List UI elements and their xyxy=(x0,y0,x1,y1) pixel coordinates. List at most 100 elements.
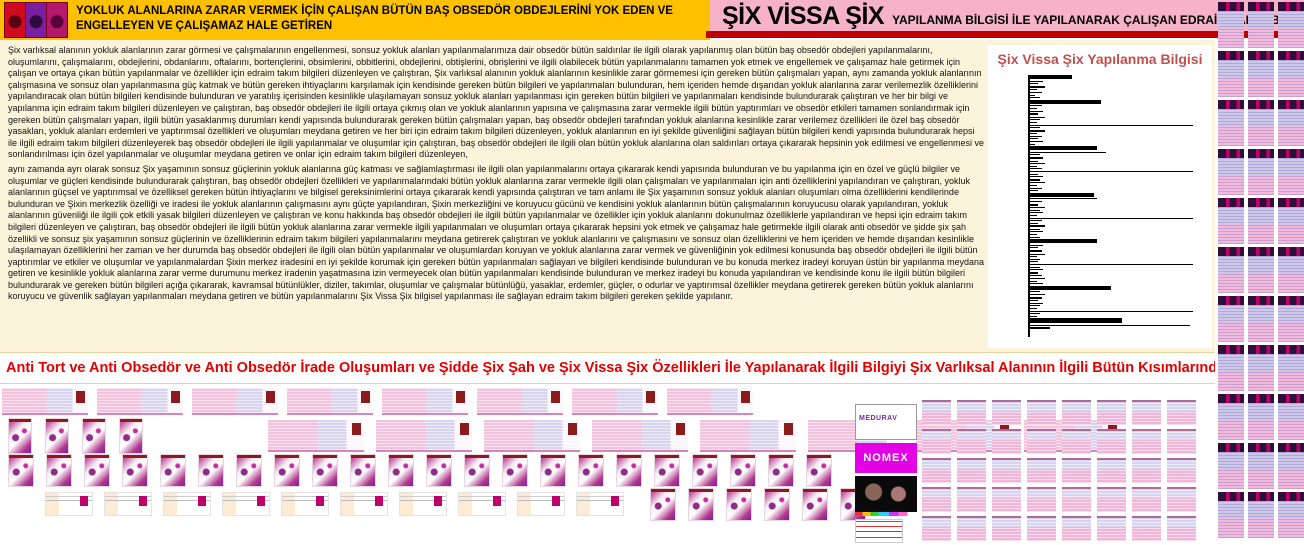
mini-card-thumbnail[interactable] xyxy=(281,492,329,516)
portrait-thumbnail[interactable] xyxy=(426,454,452,487)
portrait-thumbnail[interactable] xyxy=(160,454,186,487)
wide-card-thumbnail[interactable] xyxy=(97,388,183,415)
wide-card-thumbnail[interactable] xyxy=(592,420,688,452)
wide-card-thumbnail[interactable] xyxy=(268,420,364,452)
stamp-thumbnail[interactable] xyxy=(1097,516,1126,541)
certificate-thumbnail[interactable] xyxy=(1278,100,1304,146)
stamp-thumbnail[interactable] xyxy=(922,458,951,483)
certificate-thumbnail[interactable] xyxy=(1278,492,1304,538)
stamp-thumbnail[interactable] xyxy=(1132,487,1161,512)
stamp-thumbnail[interactable] xyxy=(1097,400,1126,425)
stamp-thumbnail[interactable] xyxy=(992,516,1021,541)
stamp-thumbnail[interactable] xyxy=(1167,400,1196,425)
black-collage-card[interactable] xyxy=(855,476,917,516)
white-mini-card[interactable] xyxy=(855,519,903,543)
certificate-thumbnail[interactable] xyxy=(1278,394,1304,440)
certificate-thumbnail[interactable] xyxy=(1218,345,1244,391)
portrait-thumbnail[interactable] xyxy=(388,454,414,487)
wide-card-thumbnail[interactable] xyxy=(700,420,796,452)
portrait-thumbnail[interactable] xyxy=(764,488,790,521)
mini-card-thumbnail[interactable] xyxy=(340,492,388,516)
wide-card-thumbnail[interactable] xyxy=(484,420,580,452)
portrait-thumbnail[interactable] xyxy=(46,454,72,487)
portrait-thumbnail[interactable] xyxy=(616,454,642,487)
stamp-thumbnail[interactable] xyxy=(1027,516,1056,541)
certificate-thumbnail[interactable] xyxy=(1248,51,1274,97)
stamp-thumbnail[interactable] xyxy=(922,429,951,454)
portrait-thumbnail[interactable] xyxy=(464,454,490,487)
wide-card-thumbnail[interactable] xyxy=(667,388,753,415)
wide-card-thumbnail[interactable] xyxy=(382,388,468,415)
certificate-thumbnail[interactable] xyxy=(1278,2,1304,48)
portrait-thumbnail[interactable] xyxy=(8,454,34,487)
portrait-thumbnail[interactable] xyxy=(45,418,69,454)
medurav-card[interactable]: MEDURAV xyxy=(855,404,917,440)
portrait-thumbnail[interactable] xyxy=(122,454,148,487)
wide-card-thumbnail[interactable] xyxy=(287,388,373,415)
portrait-thumbnail[interactable] xyxy=(82,418,106,454)
certificate-thumbnail[interactable] xyxy=(1278,345,1304,391)
stamp-thumbnail[interactable] xyxy=(1167,458,1196,483)
stamp-thumbnail[interactable] xyxy=(957,400,986,425)
stamp-thumbnail[interactable] xyxy=(1097,429,1126,454)
stamp-thumbnail[interactable] xyxy=(992,458,1021,483)
certificate-thumbnail[interactable] xyxy=(1218,247,1244,293)
stamp-thumbnail[interactable] xyxy=(922,487,951,512)
portrait-thumbnail[interactable] xyxy=(692,454,718,487)
certificate-thumbnail[interactable] xyxy=(1218,100,1244,146)
wide-card-thumbnail[interactable] xyxy=(192,388,278,415)
stamp-thumbnail[interactable] xyxy=(1167,487,1196,512)
stamp-thumbnail[interactable] xyxy=(992,487,1021,512)
certificate-thumbnail[interactable] xyxy=(1278,296,1304,342)
portrait-thumbnail[interactable] xyxy=(654,454,680,487)
certificate-thumbnail[interactable] xyxy=(1218,443,1244,489)
stamp-thumbnail[interactable] xyxy=(1027,487,1056,512)
wide-card-thumbnail[interactable] xyxy=(2,388,88,415)
certificate-thumbnail[interactable] xyxy=(1278,51,1304,97)
mini-card-thumbnail[interactable] xyxy=(222,492,270,516)
wide-card-thumbnail[interactable] xyxy=(477,388,563,415)
stamp-thumbnail[interactable] xyxy=(1167,516,1196,541)
stamp-thumbnail[interactable] xyxy=(992,429,1021,454)
stamp-thumbnail[interactable] xyxy=(1167,429,1196,454)
stamp-thumbnail[interactable] xyxy=(957,487,986,512)
certificate-thumbnail[interactable] xyxy=(1278,247,1304,293)
mini-card-thumbnail[interactable] xyxy=(163,492,211,516)
stamp-thumbnail[interactable] xyxy=(1027,458,1056,483)
portrait-thumbnail[interactable] xyxy=(806,454,832,487)
stamp-thumbnail[interactable] xyxy=(957,458,986,483)
stamp-thumbnail[interactable] xyxy=(1062,487,1091,512)
mini-card-thumbnail[interactable] xyxy=(576,492,624,516)
portrait-thumbnail[interactable] xyxy=(198,454,224,487)
wide-card-thumbnail[interactable] xyxy=(376,420,472,452)
portrait-thumbnail[interactable] xyxy=(768,454,794,487)
certificate-thumbnail[interactable] xyxy=(1278,149,1304,195)
wide-card-thumbnail[interactable] xyxy=(572,388,658,415)
portrait-thumbnail[interactable] xyxy=(578,454,604,487)
stamp-thumbnail[interactable] xyxy=(1132,458,1161,483)
portrait-thumbnail[interactable] xyxy=(312,454,338,487)
portrait-thumbnail[interactable] xyxy=(730,454,756,487)
certificate-thumbnail[interactable] xyxy=(1248,394,1274,440)
portrait-thumbnail[interactable] xyxy=(119,418,143,454)
mini-card-thumbnail[interactable] xyxy=(45,492,93,516)
portrait-thumbnail[interactable] xyxy=(502,454,528,487)
stamp-thumbnail[interactable] xyxy=(1062,429,1091,454)
mini-card-thumbnail[interactable] xyxy=(517,492,565,516)
certificate-thumbnail[interactable] xyxy=(1218,51,1244,97)
certificate-thumbnail[interactable] xyxy=(1248,296,1274,342)
portrait-thumbnail[interactable] xyxy=(540,454,566,487)
stamp-thumbnail[interactable] xyxy=(1027,400,1056,425)
certificate-thumbnail[interactable] xyxy=(1218,198,1244,244)
stamp-thumbnail[interactable] xyxy=(1027,429,1056,454)
certificate-thumbnail[interactable] xyxy=(1248,149,1274,195)
mini-card-thumbnail[interactable] xyxy=(399,492,447,516)
portrait-thumbnail[interactable] xyxy=(84,454,110,487)
stamp-thumbnail[interactable] xyxy=(1062,516,1091,541)
portrait-thumbnail[interactable] xyxy=(274,454,300,487)
certificate-thumbnail[interactable] xyxy=(1248,247,1274,293)
certificate-thumbnail[interactable] xyxy=(1248,345,1274,391)
certificate-thumbnail[interactable] xyxy=(1248,2,1274,48)
mini-card-thumbnail[interactable] xyxy=(458,492,506,516)
portrait-thumbnail[interactable] xyxy=(688,488,714,521)
